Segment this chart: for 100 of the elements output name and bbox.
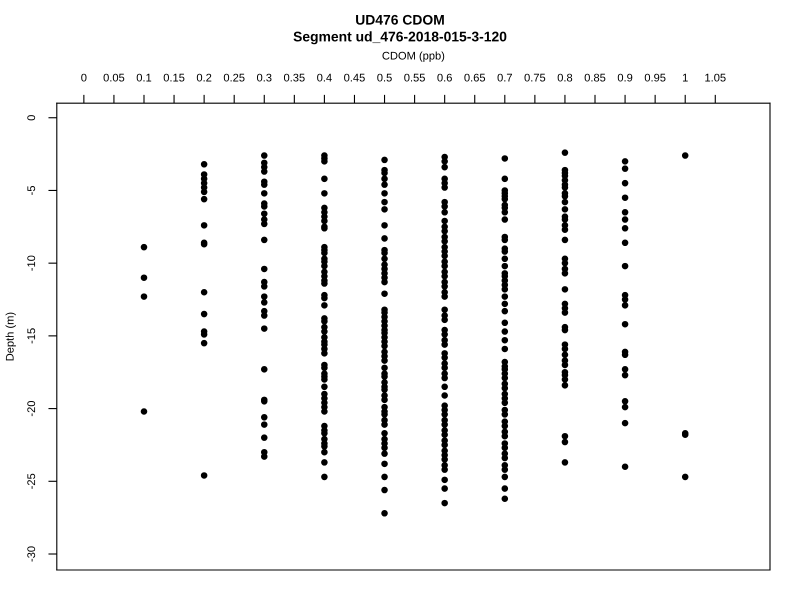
- point: [441, 306, 448, 313]
- point: [502, 432, 508, 440]
- point: [562, 236, 568, 244]
- point: [441, 432, 448, 438]
- point: [441, 184, 448, 191]
- point: [682, 152, 688, 159]
- point: [261, 299, 268, 306]
- point: [321, 448, 328, 456]
- point: [140, 408, 148, 415]
- point: [200, 222, 208, 229]
- point: [441, 293, 448, 300]
- point: [381, 235, 388, 242]
- point: [441, 218, 448, 224]
- point: [381, 460, 388, 468]
- point: [562, 382, 568, 389]
- point: [502, 466, 508, 473]
- point: [321, 459, 328, 466]
- chart-title: UD476 CDOM: [356, 14, 444, 25]
- point: [261, 190, 268, 197]
- point: [622, 240, 628, 246]
- point: [321, 384, 328, 390]
- chart-subtitle: Segment ud_476-2018-015-3-120: [293, 31, 506, 44]
- point: [200, 161, 208, 168]
- point: [502, 474, 508, 480]
- x-tick-label: 0.35: [284, 74, 305, 82]
- point: [622, 463, 628, 470]
- point: [441, 411, 448, 418]
- point: [622, 372, 628, 378]
- point: [562, 362, 568, 368]
- point: [502, 286, 508, 293]
- point: [502, 209, 508, 216]
- x-tick-label: 0.7: [498, 74, 512, 82]
- point: [441, 316, 448, 324]
- point: [200, 188, 208, 196]
- point: [622, 366, 628, 373]
- point: [381, 486, 388, 494]
- point: [381, 278, 388, 286]
- point: [622, 225, 628, 232]
- point: [622, 180, 628, 186]
- x-tick-label: 0.95: [644, 74, 666, 82]
- point: [441, 341, 448, 348]
- y-tick-label: -5: [27, 186, 36, 195]
- point: [562, 198, 568, 206]
- point: [261, 283, 268, 290]
- point: [682, 474, 688, 480]
- x-tick-label: 1.05: [705, 74, 726, 82]
- point: [261, 366, 268, 373]
- point: [502, 320, 508, 326]
- point: [562, 149, 568, 156]
- x-tick-label: 0.6: [437, 74, 452, 82]
- point: [502, 336, 508, 344]
- point: [140, 274, 148, 281]
- point: [441, 228, 448, 234]
- point: [381, 357, 388, 364]
- point: [622, 302, 628, 309]
- point: [441, 238, 448, 245]
- point: [622, 296, 628, 303]
- point: [441, 158, 448, 165]
- y-tick-label: -15: [27, 328, 36, 344]
- point: [261, 168, 268, 175]
- point: [381, 222, 388, 229]
- point: [381, 198, 388, 206]
- x-tick-label: 0.4: [317, 74, 332, 82]
- point: [562, 286, 568, 293]
- point: [502, 308, 508, 314]
- point: [381, 421, 388, 428]
- y-tick-label: -20: [27, 400, 36, 416]
- point: [622, 158, 628, 165]
- x-axis-title: CDOM (ppb): [382, 51, 444, 62]
- point: [441, 476, 448, 484]
- x-tick-label: 0.85: [584, 74, 606, 82]
- point: [381, 364, 388, 372]
- x-tick-label: 0.45: [344, 74, 365, 82]
- x-tick-label: 0.05: [104, 74, 124, 82]
- point: [502, 155, 508, 162]
- point: [200, 288, 208, 296]
- point: [321, 328, 328, 335]
- point: [502, 216, 508, 223]
- point: [622, 194, 628, 201]
- point: [321, 350, 328, 357]
- point: [321, 474, 328, 480]
- point: [562, 346, 568, 352]
- x-tick-label: 0.55: [404, 74, 425, 82]
- point: [261, 236, 268, 244]
- point: [622, 398, 628, 405]
- point: [200, 340, 208, 346]
- point: [502, 444, 508, 452]
- point: [622, 262, 628, 270]
- point: [441, 485, 448, 492]
- point: [200, 310, 208, 318]
- point: [261, 266, 268, 272]
- point: [441, 262, 448, 270]
- point: [622, 165, 628, 172]
- point: [622, 404, 628, 410]
- point: [441, 500, 448, 506]
- point: [502, 411, 508, 418]
- point: [441, 456, 448, 463]
- point: [441, 442, 448, 448]
- x-tick-label: 0.75: [524, 74, 546, 82]
- point: [381, 430, 388, 437]
